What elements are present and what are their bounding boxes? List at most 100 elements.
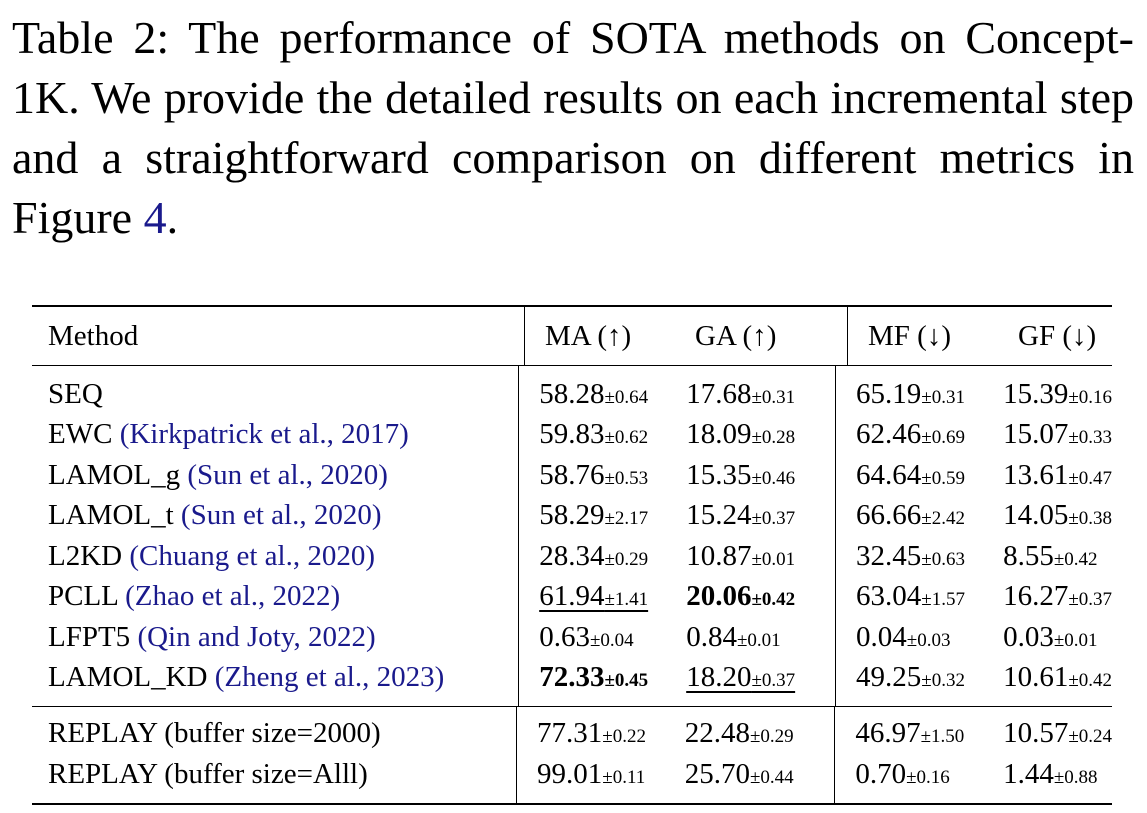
gf-value: 15.39 — [1003, 377, 1069, 410]
gf-cell: 0.03±0.01 — [1003, 617, 1112, 658]
citation-link[interactable]: (Qin and Joty, 2022) — [137, 620, 376, 653]
mf-value: 0.04 — [856, 620, 907, 653]
table-row: EWC (Kirkpatrick et al., 2017) 59.83±0.6… — [32, 414, 1112, 456]
ga-std: ±0.37 — [751, 508, 796, 530]
citation-link[interactable]: (Chuang et al., 2020) — [129, 539, 376, 572]
gf-cell: 10.57±0.24 — [1003, 707, 1112, 754]
method-cell: SEQ — [32, 366, 519, 415]
method-cell: LAMOL_t (Sun et al., 2020) — [32, 496, 519, 537]
mf-value: 32.45 — [856, 539, 922, 572]
gf-value: 0.03 — [1003, 620, 1054, 653]
gf-cell: 10.61±0.42 — [1003, 658, 1112, 707]
ga-std: ±0.42 — [751, 589, 796, 611]
gf-cell: 13.61±0.47 — [1003, 455, 1112, 496]
method-cell: LAMOL_KD (Zheng et al., 2023) — [32, 658, 519, 707]
ga-value: 15.24 — [686, 499, 752, 532]
header-rule — [32, 365, 1112, 366]
method-name: REPLAY (buffer size=2000) — [48, 717, 381, 749]
ga-std: ±0.29 — [749, 726, 794, 747]
mf-std: ±0.69 — [921, 427, 965, 449]
gf-value: 1.44 — [1003, 758, 1054, 790]
ma-value: 0.63 — [539, 620, 590, 653]
mf-cell: 63.04±1.57 — [835, 576, 1004, 617]
citation-year: 2017 — [341, 418, 400, 451]
ga-second-best: 18.20±0.37 — [686, 661, 795, 693]
table-caption: Table 2: The performance of SOTA methods… — [12, 8, 1134, 248]
gf-cell: 15.39±0.16 — [1003, 366, 1112, 415]
ma-best: 72.33±0.45 — [539, 661, 648, 693]
header-gf: GF (↓) — [1018, 319, 1097, 352]
header-method: Method — [48, 319, 139, 352]
mf-cell: 0.04±0.03 — [835, 617, 1004, 658]
gf-std: ±0.33 — [1068, 427, 1112, 449]
table-row: PCLL (Zhao et al., 2022) 61.94±1.41 20.0… — [32, 576, 1112, 618]
gf-cell: 8.55±0.42 — [1003, 536, 1112, 577]
ga-cell: 25.70±0.44 — [685, 754, 835, 803]
ga-value: 20.06 — [686, 580, 752, 613]
method-name: LAMOL_t — [48, 499, 174, 532]
section-rule — [32, 706, 1112, 707]
header-ma: MA (↑) — [524, 307, 695, 365]
method-name: SEQ — [48, 377, 103, 410]
ga-cell: 15.35±0.46 — [686, 455, 835, 496]
ma-std: ±2.17 — [604, 508, 649, 530]
citation-link[interactable]: (Zhao et al., 2022) — [125, 580, 341, 613]
caption-text: Table 2: The performance of SOTA methods… — [12, 12, 1134, 243]
gf-cell: 14.05±0.38 — [1003, 496, 1112, 537]
gf-cell: 1.44±0.88 — [1003, 754, 1112, 803]
method-name: EWC — [48, 418, 113, 451]
citation-link[interactable]: (Zheng et al., 2023) — [214, 661, 445, 694]
ga-std: ±0.28 — [751, 427, 796, 449]
citation-link[interactable]: (Kirkpatrick et al., 2017) — [119, 418, 409, 451]
mf-std: ±0.32 — [921, 670, 965, 692]
ma-cell: 61.94±1.41 — [518, 576, 687, 617]
gf-value: 8.55 — [1003, 539, 1054, 572]
mf-std: ±0.59 — [921, 467, 965, 489]
ma-value: 58.76 — [539, 458, 605, 491]
figure-link[interactable]: 4 — [143, 192, 167, 243]
mf-cell: 64.64±0.59 — [835, 455, 1004, 496]
mf-cell: 65.19±0.31 — [835, 366, 1004, 415]
mf-value: 49.25 — [856, 661, 922, 694]
ga-cell: 18.09±0.28 — [686, 415, 835, 456]
table-row: REPLAY (buffer size=Alll) 99.01±0.11 25.… — [32, 754, 1112, 803]
ga-cell: 15.24±0.37 — [686, 496, 835, 537]
ga-std: ±0.46 — [751, 467, 796, 489]
mf-std: ±0.63 — [921, 548, 965, 570]
header-ga: GA (↑) — [695, 319, 777, 352]
ma-value: 99.01 — [537, 758, 603, 790]
gf-cell: 16.27±0.37 — [1003, 577, 1112, 618]
ma-cell: 58.76±0.53 — [518, 455, 687, 496]
citation-authors: Zheng et al., — [224, 661, 377, 694]
gf-std: ±0.88 — [1053, 767, 1098, 788]
table-row: LFPT5 (Qin and Joty, 2022) 0.63±0.04 0.8… — [32, 617, 1112, 658]
ma-std: ±0.29 — [604, 548, 649, 570]
method-name: PCLL — [48, 580, 118, 613]
ma-value: 58.29 — [539, 499, 605, 532]
citation-link[interactable]: (Sun et al., 2020) — [187, 458, 388, 491]
mf-value: 0.70 — [855, 758, 907, 790]
ma-cell: 72.33±0.45 — [518, 657, 687, 706]
table-bottom-rule — [32, 803, 1112, 805]
citation-authors: Zhao et al., — [134, 580, 273, 613]
mf-std: ±0.16 — [906, 767, 950, 788]
ga-value: 22.48 — [684, 717, 750, 749]
ma-cell: 0.63±0.04 — [518, 617, 687, 658]
gf-value: 10.57 — [1003, 717, 1069, 749]
method-name: L2KD — [48, 539, 123, 572]
ga-cell: 17.68±0.31 — [686, 366, 835, 415]
method-name: LFPT5 — [48, 620, 131, 653]
results-table: Method MA (↑) GA (↑) MF (↓) GF (↓) SEQ 5… — [32, 305, 1112, 805]
mf-std: ±1.57 — [921, 589, 965, 611]
mf-value: 46.97 — [855, 717, 921, 749]
method-cell: REPLAY (buffer size=Alll) — [32, 754, 517, 803]
ma-std: ±0.22 — [602, 726, 646, 747]
mf-value: 64.64 — [856, 458, 922, 491]
citation-link[interactable]: (Sun et al., 2020) — [180, 499, 382, 532]
method-cell: L2KD (Chuang et al., 2020) — [32, 536, 519, 577]
gf-value: 14.05 — [1003, 499, 1069, 532]
mf-cell: 32.45±0.63 — [835, 536, 1004, 577]
ma-std: ±0.53 — [604, 467, 649, 489]
method-cell: REPLAY (buffer size=2000) — [32, 707, 517, 754]
ma-cell: 58.28±0.64 — [518, 366, 687, 415]
